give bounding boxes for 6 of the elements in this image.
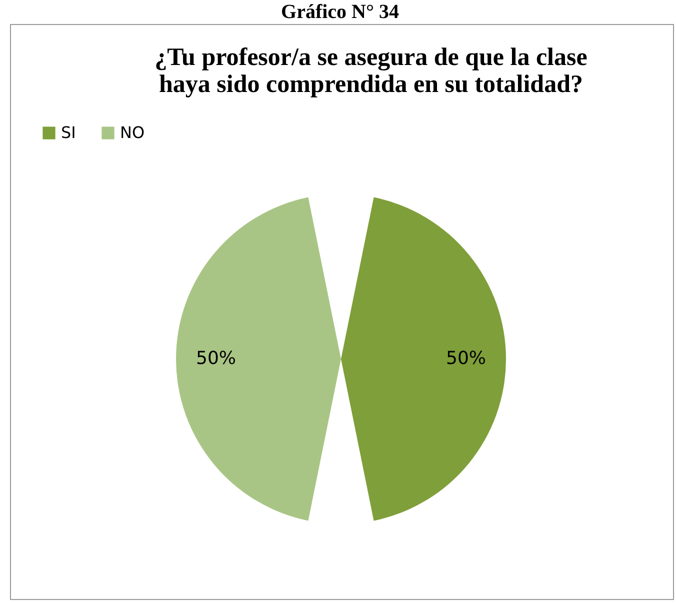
chart-title: ¿Tu profesor/a se asegura de que la clase haya sido comprendida en su totalidad? [154,44,588,98]
data-label: 50% [196,348,236,369]
legend-label: NO [120,123,145,142]
text: Gráfico N° 34 [280,0,400,24]
data-label: 50% [446,348,486,369]
legend-label: SI [61,123,76,142]
